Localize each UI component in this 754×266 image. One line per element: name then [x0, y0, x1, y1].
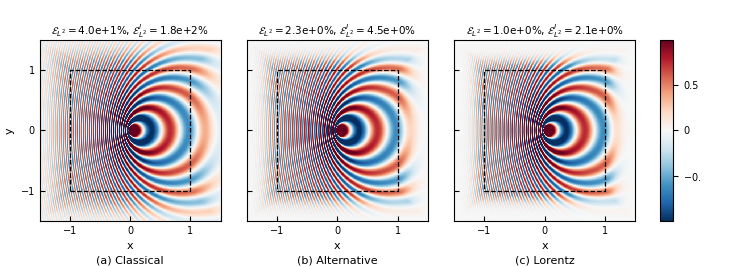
Text: (c) Lorentz: (c) Lorentz — [515, 255, 575, 265]
X-axis label: x: x — [127, 241, 133, 251]
Title: $\mathcal{E}_{L^2} = 2.3\mathrm{e}{+0}\%$, $\mathcal{E}^I_{L^2} = 4.5\mathrm{e}{: $\mathcal{E}_{L^2} = 2.3\mathrm{e}{+0}\%… — [259, 22, 416, 40]
X-axis label: x: x — [334, 241, 341, 251]
Y-axis label: y: y — [5, 127, 15, 134]
Title: $\mathcal{E}_{L^2} = 1.0\mathrm{e}{+0}\%$, $\mathcal{E}^I_{L^2} = 2.1\mathrm{e}{: $\mathcal{E}_{L^2} = 1.0\mathrm{e}{+0}\%… — [466, 22, 624, 40]
Text: (a) Classical: (a) Classical — [97, 255, 164, 265]
X-axis label: x: x — [541, 241, 548, 251]
Title: $\mathcal{E}_{L^2} = 4.0\mathrm{e}{+1}\%$, $\mathcal{E}^I_{L^2} = 1.8\mathrm{e}{: $\mathcal{E}_{L^2} = 4.0\mathrm{e}{+1}\%… — [51, 22, 209, 40]
Text: (b) Alternative: (b) Alternative — [297, 255, 378, 265]
